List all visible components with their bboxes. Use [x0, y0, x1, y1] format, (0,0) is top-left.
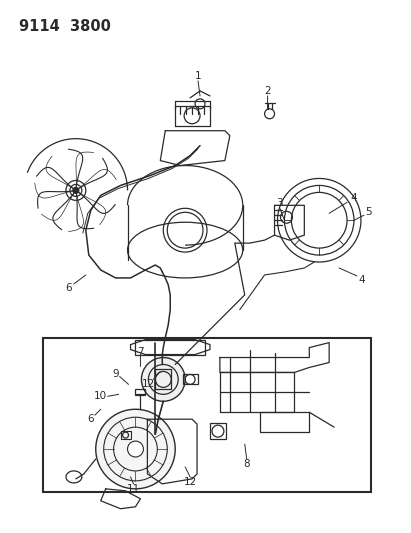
Circle shape: [73, 188, 79, 193]
Circle shape: [96, 409, 175, 489]
Text: 8: 8: [243, 459, 250, 469]
Text: 1: 1: [195, 71, 201, 81]
Circle shape: [141, 358, 185, 401]
Text: 4: 4: [351, 193, 357, 204]
Text: 12: 12: [142, 379, 155, 390]
Bar: [43, 337, 371, 492]
Circle shape: [66, 181, 86, 200]
Text: 2: 2: [264, 86, 271, 96]
Circle shape: [127, 441, 143, 457]
Text: 4: 4: [359, 275, 365, 285]
Bar: [136, 340, 205, 354]
Text: 9114  3800: 9114 3800: [19, 19, 111, 34]
Bar: [120, 431, 131, 439]
Bar: [136, 389, 145, 395]
Text: 12: 12: [183, 477, 197, 487]
Text: 11: 11: [127, 484, 140, 494]
Text: 9: 9: [112, 369, 119, 379]
Text: 7: 7: [137, 346, 144, 357]
Text: 3: 3: [276, 198, 283, 208]
Bar: [210, 423, 226, 439]
Text: 5: 5: [365, 207, 372, 217]
Text: 6: 6: [88, 414, 94, 424]
Bar: [183, 375, 198, 384]
Text: 6: 6: [66, 283, 72, 293]
Text: 10: 10: [94, 391, 107, 401]
